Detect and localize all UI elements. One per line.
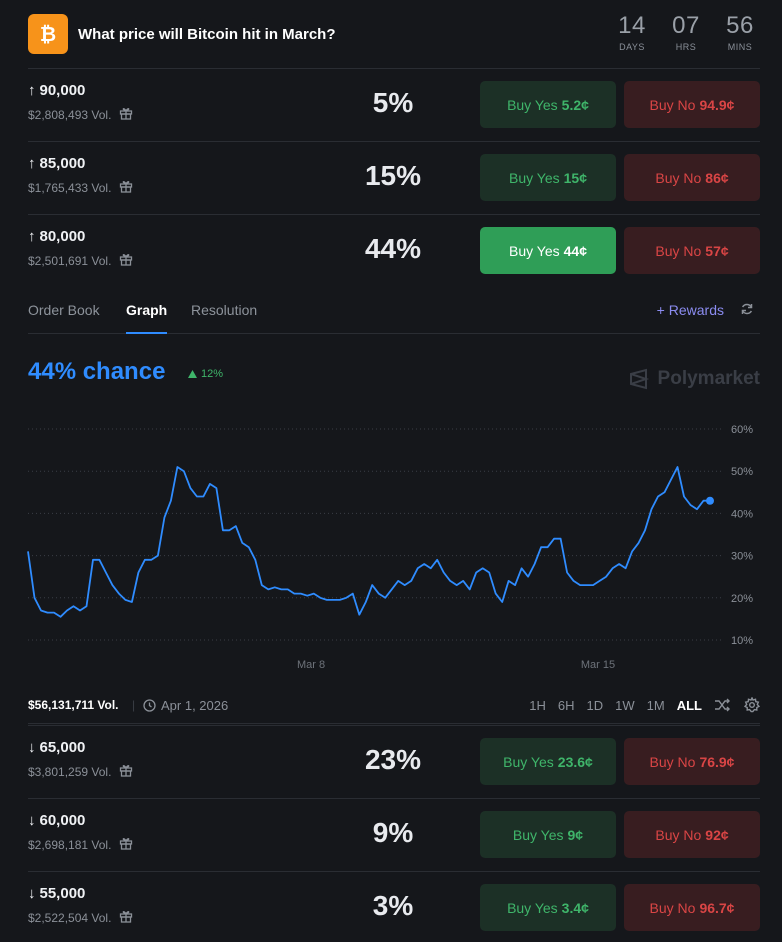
polymarket-logo-icon — [629, 368, 649, 390]
outcome-price: ↑ 85,000 — [28, 155, 86, 172]
buy-yes-button[interactable]: Buy Yes 9¢ — [480, 811, 616, 858]
gift-icon[interactable] — [119, 252, 133, 269]
gift-icon[interactable] — [119, 909, 133, 926]
buy-yes-button[interactable]: Buy Yes 23.6¢ — [480, 738, 616, 785]
x-tick-label: Mar 15 — [581, 659, 615, 671]
chart-footer: $56,131,711 Vol. | Apr 1, 2026 1H 6H 1D … — [28, 694, 761, 724]
buy-no-button[interactable]: Buy No 76.9¢ — [624, 738, 760, 785]
arrow-up-icon: ↑ — [28, 228, 36, 245]
outcome-volume: $2,522,504 Vol. — [28, 909, 133, 926]
time-range-selector: 1H 6H 1D 1W 1M ALL — [529, 698, 702, 713]
settings-gear-icon[interactable] — [743, 696, 761, 718]
timer-days: 14 DAYS — [618, 12, 646, 52]
refresh-icon[interactable] — [740, 302, 754, 321]
outcome-volume: $2,698,181 Vol. — [28, 836, 133, 853]
gift-icon[interactable] — [119, 763, 133, 780]
tab-graph[interactable]: Graph — [126, 302, 168, 334]
outcome-row[interactable]: ↓ 65,000 $3,801,259 Vol. 23% Buy Yes 23.6¢… — [28, 725, 760, 798]
outcome-percent: 44% — [364, 233, 422, 264]
outcome-price: ↓ 55,000 — [28, 885, 86, 902]
total-volume: $56,131,711 Vol. — [28, 698, 119, 712]
outcome-row[interactable]: ↓ 60,000 $2,698,181 Vol. 9% Buy Yes 9¢ Buy… — [28, 798, 760, 871]
outcome-volume: $2,501,691 Vol. — [28, 252, 133, 269]
buy-yes-button[interactable]: Buy Yes 44¢ — [480, 227, 616, 274]
bitcoin-logo-icon: ₿ — [28, 14, 68, 54]
y-tick-label: 20% — [731, 593, 753, 605]
x-tick-label: Mar 8 — [297, 659, 325, 671]
range-1d[interactable]: 1D — [586, 698, 604, 713]
outcome-volume: $2,808,493 Vol. — [28, 106, 133, 123]
buy-yes-button[interactable]: Buy Yes 15¢ — [480, 154, 616, 201]
range-6h[interactable]: 6H — [557, 698, 575, 713]
outcome-row[interactable]: ↑ 90,000 $2,808,493 Vol. 5% Buy Yes 5.2¢ B… — [28, 68, 760, 141]
price-chart[interactable]: 60% 50% 40% 30% 20% 10% Mar 8 Mar 15 — [0, 410, 782, 680]
buy-no-button[interactable]: Buy No 96.7¢ — [624, 884, 760, 931]
series-line — [27, 466, 710, 618]
range-1h[interactable]: 1H — [529, 698, 546, 713]
gift-icon[interactable] — [119, 836, 133, 853]
arrow-down-icon: ↓ — [28, 885, 36, 902]
gift-icon[interactable] — [119, 106, 133, 123]
outcome-row[interactable]: ↑ 85,000 $1,765,433 Vol. 15% Buy Yes 15¢ B… — [28, 141, 760, 214]
countdown-timer: 14 DAYS 07 HRS 56 MINS — [612, 12, 760, 52]
market-title: What price will Bitcoin hit in March? — [78, 26, 336, 43]
buy-no-button[interactable]: Buy No 92¢ — [624, 811, 760, 858]
end-date: Apr 1, 2026 — [143, 698, 228, 713]
outcome-volume: $3,801,259 Vol. — [28, 763, 133, 780]
detail-tabs: Order Book Graph Resolution + Rewards — [28, 296, 760, 334]
buy-no-button[interactable]: Buy No 86¢ — [624, 154, 760, 201]
svg-text:₿: ₿ — [40, 22, 56, 46]
buy-yes-button[interactable]: Buy Yes 3.4¢ — [480, 884, 616, 931]
outcome-row[interactable]: ↑ 80,000 $2,501,691 Vol. 44% Buy Yes 44¢ B… — [28, 214, 760, 287]
chance-delta: 12% — [188, 368, 223, 380]
outcome-percent: 15% — [364, 160, 422, 191]
tab-resolution[interactable]: Resolution — [191, 302, 258, 318]
buy-yes-button[interactable]: Buy Yes 5.2¢ — [480, 81, 616, 128]
outcome-percent: 9% — [372, 817, 414, 848]
arrow-down-icon: ↓ — [28, 739, 36, 756]
y-tick-label: 30% — [731, 551, 753, 563]
range-all[interactable]: ALL — [676, 698, 702, 713]
polymarket-watermark: Polymarket — [628, 368, 760, 390]
shuffle-icon[interactable] — [714, 697, 730, 718]
outcome-price: ↓ 60,000 — [28, 812, 86, 829]
y-tick-label: 50% — [731, 466, 753, 478]
gift-icon[interactable] — [119, 179, 133, 196]
chance-value: 44% chance — [28, 358, 166, 385]
outcome-price: ↓ 65,000 — [28, 739, 86, 756]
timer-minutes: 56 MINS — [726, 12, 754, 52]
arrow-down-icon: ↓ — [28, 812, 36, 829]
outcome-price: ↑ 90,000 — [28, 82, 86, 99]
buy-no-button[interactable]: Buy No 57¢ — [624, 227, 760, 274]
triangle-up-icon — [188, 370, 197, 378]
outcome-row[interactable]: ↓ 55,000 $2,522,504 Vol. 3% Buy Yes 3.4¢ B… — [28, 871, 760, 942]
buy-no-button[interactable]: Buy No 94.9¢ — [624, 81, 760, 128]
outcome-volume: $1,765,433 Vol. — [28, 179, 133, 196]
tab-order-book[interactable]: Order Book — [28, 302, 100, 318]
rewards-button[interactable]: + Rewards — [656, 302, 724, 318]
outcome-price: ↑ 80,000 — [28, 228, 86, 245]
outcome-percent: 3% — [372, 890, 414, 921]
y-tick-label: 40% — [731, 508, 753, 520]
outcome-percent: 23% — [364, 744, 422, 775]
range-1m[interactable]: 1M — [646, 698, 665, 713]
plus-icon: + — [656, 302, 665, 318]
arrow-up-icon: ↑ — [28, 82, 36, 99]
clock-icon — [143, 699, 156, 712]
market-header: ₿ What price will Bitcoin hit in March? … — [28, 12, 760, 56]
range-1w[interactable]: 1W — [615, 698, 635, 713]
y-tick-label: 60% — [731, 424, 753, 436]
separator: | — [132, 698, 136, 712]
y-tick-label: 10% — [731, 635, 753, 647]
current-value-point — [706, 496, 714, 505]
outcome-percent: 5% — [372, 87, 414, 118]
arrow-up-icon: ↑ — [28, 155, 36, 172]
timer-hours: 07 HRS — [672, 12, 700, 52]
